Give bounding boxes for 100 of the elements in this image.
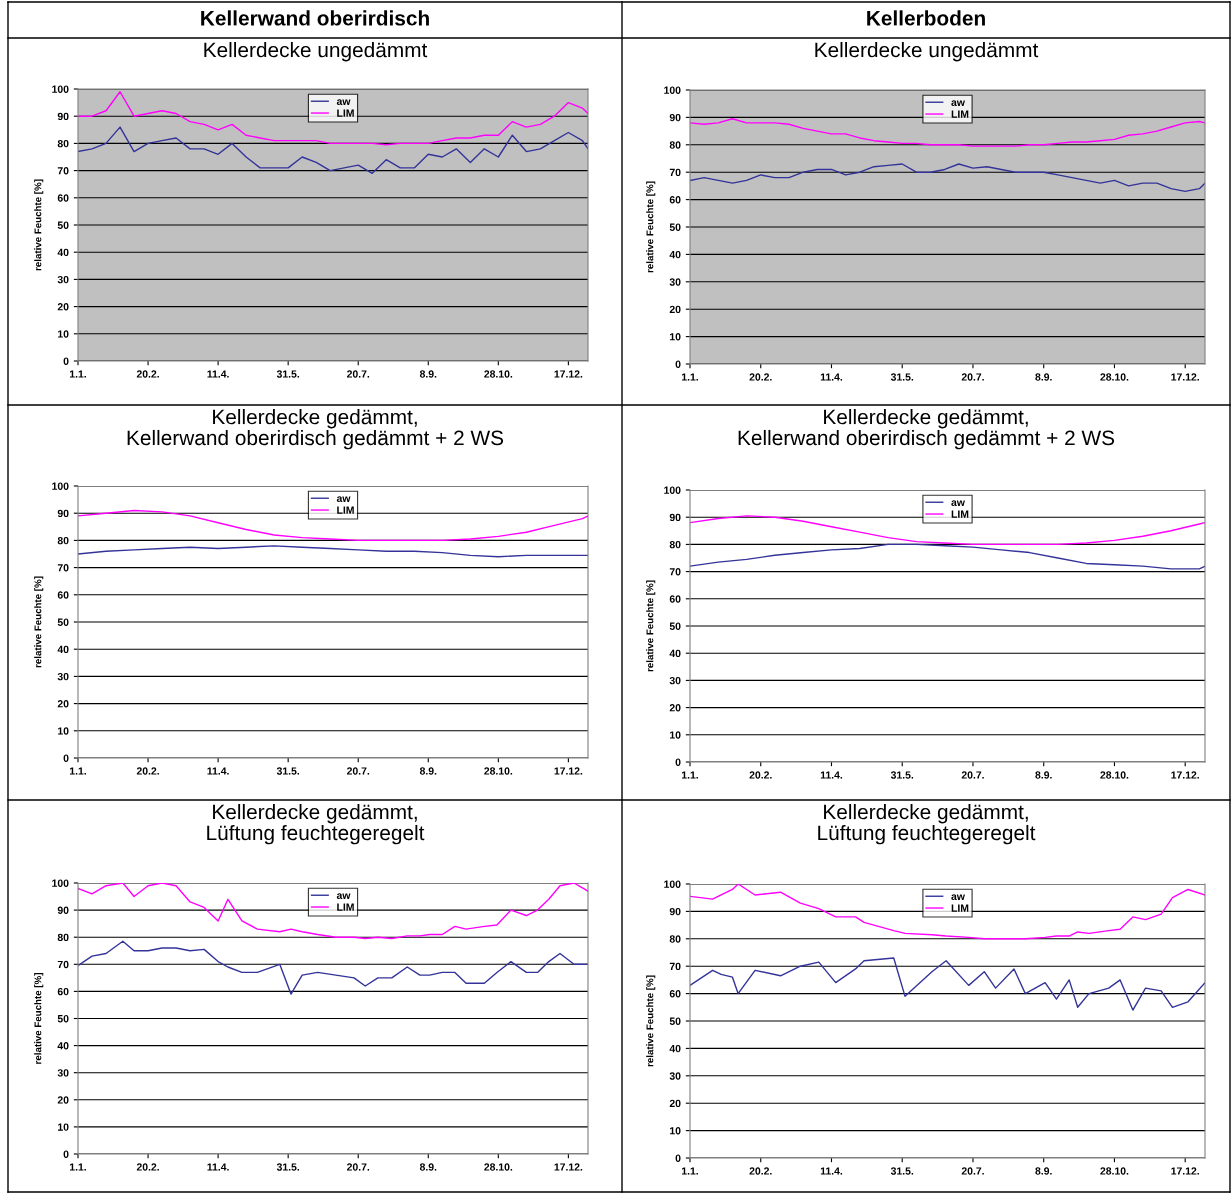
- x-tick-label: 17.12.: [554, 1163, 583, 1171]
- y-axis-title: relative Feuchte [%]: [646, 580, 656, 672]
- y-tick-label: 100: [664, 86, 681, 94]
- y-axis-title: relative Feuchte [%]: [34, 973, 44, 1064]
- x-tick-label: 20.2.: [749, 1167, 772, 1175]
- legend-label: aw: [951, 500, 965, 506]
- y-tick-label: 10: [670, 333, 681, 341]
- text: Kellerboden: [867, 10, 985, 26]
- x-tick-label: 28.10.: [1100, 771, 1129, 779]
- x-tick-label: 20.2.: [749, 373, 772, 381]
- chart-title: Kellerdecke gedämmt, Lüftung feuchtegeregelt: [207, 804, 425, 845]
- x-tick-label: 11.4.: [820, 771, 843, 779]
- y-tick-label: 10: [58, 330, 69, 338]
- x-tick-label: 28.10.: [1100, 1167, 1129, 1175]
- y-tick-label: 30: [57, 672, 69, 681]
- x-tick-label: 17.12.: [1171, 373, 1199, 381]
- y-tick-label: 30: [57, 1069, 69, 1077]
- x-tick-label: 20.7.: [347, 370, 370, 378]
- legend-label: LIM: [337, 109, 354, 117]
- x-tick-label: 8.9.: [419, 767, 437, 775]
- x-tick-label: 8.9.: [1035, 373, 1052, 381]
- legend-label: LIM: [951, 904, 969, 912]
- y-tick-label: 90: [57, 112, 69, 121]
- y-tick-label: 60: [669, 990, 681, 998]
- y-tick-label: 90: [669, 907, 681, 916]
- y-tick-label: 70: [669, 568, 681, 576]
- x-tick-label: 31.5.: [890, 771, 914, 779]
- chart-title: Kellerdecke gedämmt, Lüftung feuchtegeregelt: [818, 804, 1036, 845]
- x-tick-label: 20.2.: [749, 771, 772, 779]
- x-tick-label: 11.4.: [820, 1167, 843, 1175]
- y-tick-label: 10: [58, 727, 69, 735]
- x-tick-label: 28.10.: [484, 1163, 513, 1171]
- y-tick-label: 20: [669, 305, 681, 314]
- y-tick-label: 30: [669, 676, 681, 685]
- y-tick-label: 20: [57, 303, 69, 311]
- y-axis-title: relative Feuchte [%]: [34, 179, 44, 271]
- y-axis-title: relative Feuchte [%]: [646, 181, 656, 273]
- legend-label: aw: [336, 496, 351, 502]
- legend-label: aw: [336, 99, 351, 105]
- y-tick-label: 90: [57, 509, 69, 518]
- x-tick-label: 8.9.: [419, 370, 437, 378]
- y-tick-label: 80: [669, 540, 681, 549]
- x-tick-label: 1.1.: [681, 1167, 698, 1175]
- y-tick-label: 30: [669, 278, 681, 286]
- y-tick-label: 40: [669, 1044, 681, 1053]
- legend-label: aw: [951, 100, 965, 106]
- y-tick-label: 80: [669, 935, 681, 943]
- y-tick-label: 70: [669, 962, 681, 971]
- y-tick-label: 60: [57, 591, 69, 599]
- y-tick-label: 80: [57, 933, 69, 942]
- x-tick-label: 8.9.: [419, 1163, 437, 1171]
- y-tick-label: 40: [669, 649, 681, 658]
- y-tick-label: 50: [57, 618, 69, 626]
- y-tick-label: 70: [669, 168, 681, 177]
- x-tick-label: 20.7.: [347, 767, 370, 775]
- y-tick-label: 40: [669, 250, 681, 259]
- x-tick-label: 1.1.: [681, 373, 698, 381]
- y-tick-label: 20: [57, 700, 69, 708]
- x-tick-label: 31.5.: [276, 370, 300, 378]
- y-tick-label: 50: [669, 1017, 681, 1025]
- text: Kellerwand oberirdisch: [201, 10, 429, 26]
- y-tick-label: 50: [57, 221, 69, 229]
- x-tick-label: 17.12.: [554, 370, 583, 378]
- y-tick-label: 100: [52, 482, 69, 490]
- x-tick-label: 1.1.: [69, 370, 86, 378]
- y-tick-label: 90: [669, 113, 681, 122]
- chart-title: Kellerdecke ungedämmt: [204, 42, 428, 62]
- x-tick-label: 20.2.: [136, 767, 159, 775]
- y-tick-label: 50: [57, 1015, 69, 1023]
- legend-label: LIM: [337, 903, 354, 911]
- x-tick-label: 11.4.: [207, 1163, 229, 1171]
- x-tick-label: 17.12.: [554, 767, 583, 775]
- x-tick-label: 20.7.: [961, 771, 984, 779]
- y-tick-label: 80: [57, 139, 69, 148]
- x-tick-label: 1.1.: [69, 1163, 86, 1171]
- x-tick-label: 28.10.: [484, 767, 513, 775]
- y-tick-label: 70: [57, 167, 69, 175]
- y-tick-label: 40: [57, 1042, 69, 1050]
- y-axis-title: relative Feuchte [%]: [646, 975, 656, 1067]
- y-tick-label: 60: [57, 194, 69, 202]
- x-tick-label: 20.2.: [136, 370, 159, 378]
- chart-title: Kellerdecke ungedämmt: [815, 42, 1039, 62]
- y-tick-label: 70: [57, 960, 69, 969]
- y-tick-label: 100: [52, 879, 69, 887]
- x-tick-label: 1.1.: [69, 767, 86, 775]
- legend-label: aw: [336, 893, 351, 899]
- x-tick-label: 20.7.: [347, 1163, 370, 1171]
- x-tick-label: 17.12.: [1171, 771, 1199, 779]
- y-tick-label: 0: [63, 357, 69, 365]
- y-tick-label: 0: [675, 758, 681, 766]
- y-tick-label: 90: [57, 906, 69, 914]
- x-tick-label: 28.10.: [1100, 373, 1129, 381]
- y-tick-label: 10: [670, 1127, 681, 1135]
- legend-label: LIM: [337, 506, 354, 514]
- y-tick-label: 80: [669, 141, 681, 149]
- y-tick-label: 10: [58, 1123, 69, 1131]
- y-tick-label: 30: [669, 1072, 681, 1080]
- y-tick-label: 60: [669, 196, 681, 204]
- y-tick-label: 20: [669, 1099, 681, 1108]
- y-tick-label: 50: [669, 223, 681, 231]
